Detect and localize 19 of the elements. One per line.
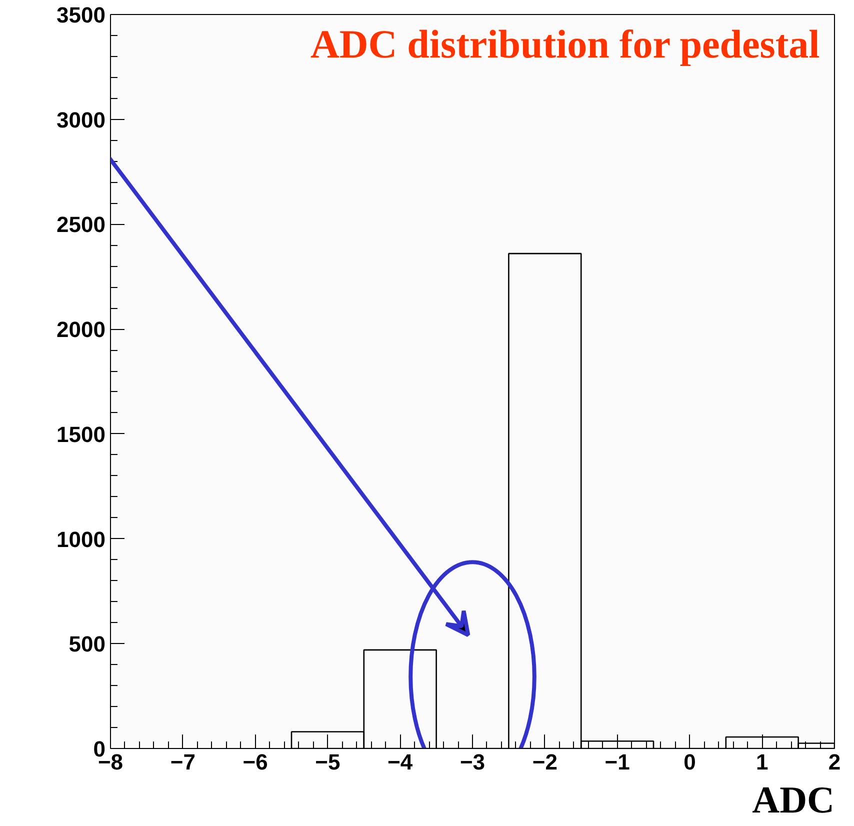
x-tick-label: 0 [684,750,696,774]
x-tick-label: −1 [604,750,630,774]
x-tick-label: 2 [828,750,841,774]
x-tick-label: −4 [388,750,414,774]
y-tick-label: 1500 [56,422,106,447]
y-tick-label: 2000 [56,317,106,342]
y-tick-label: 500 [68,632,106,657]
x-tick-label: −3 [460,750,486,774]
y-tick-label: 3000 [56,107,106,132]
x-tick-label: −5 [315,750,340,774]
y-tick-label: 2500 [56,212,106,238]
x-tick-label: −7 [170,750,196,774]
x-axis-title: ADC [752,780,834,822]
x-tick-label: −2 [532,750,558,774]
y-tick-label: 1000 [56,526,106,552]
chart-title: ADC distribution for pedestal [310,21,820,66]
x-tick-label: −6 [242,750,268,774]
y-tick-label: 3500 [56,2,106,28]
x-tick-label: 1 [756,750,768,774]
